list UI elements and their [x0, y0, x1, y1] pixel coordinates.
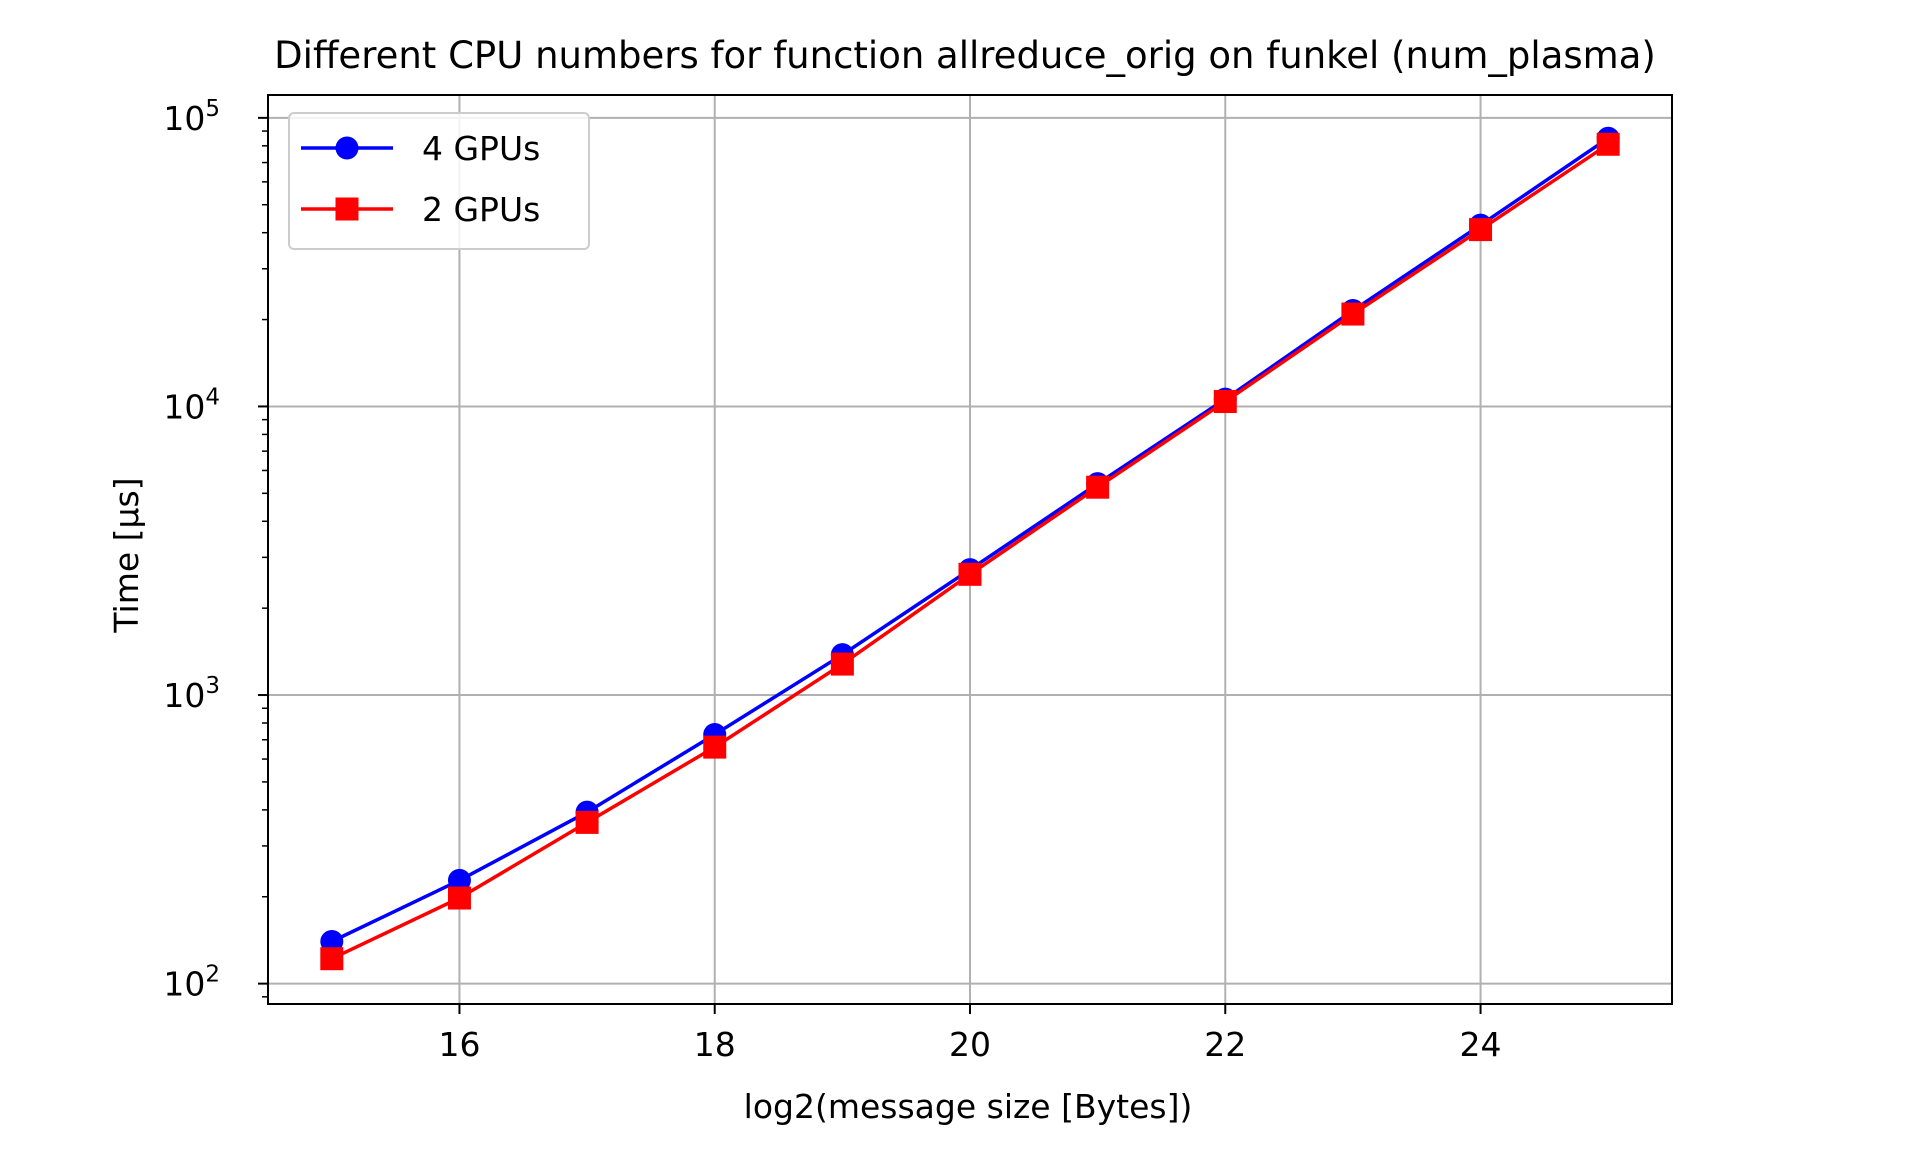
x-tick-label: 20 [949, 1025, 991, 1064]
data-point-marker [703, 735, 727, 759]
data-point-marker [1469, 218, 1493, 242]
y-tick-exponent: 4 [205, 384, 220, 410]
data-point-marker [320, 947, 344, 971]
data-point-marker [1086, 475, 1110, 499]
data-point-marker [1341, 302, 1365, 326]
x-axis-label: log2(message size [Bytes]) [744, 1087, 1193, 1126]
legend-label: 4 GPUs [422, 129, 540, 168]
series-layer [320, 126, 1620, 971]
data-point-marker [1213, 390, 1237, 414]
x-tick-label: 22 [1204, 1025, 1246, 1064]
y-tick-label: 104 [163, 384, 220, 426]
legend-label: 2 GPUs [422, 190, 540, 229]
legend-marker [335, 197, 359, 221]
legend-marker [335, 136, 359, 160]
y-axis-label: Time [µs] [107, 477, 146, 633]
data-point-marker [830, 652, 854, 676]
y-tick-exponent: 5 [205, 96, 220, 122]
y-tick-exponent: 2 [205, 962, 220, 988]
y-tick-exponent: 3 [205, 673, 220, 699]
data-point-marker [575, 810, 599, 834]
x-tick-label: 18 [694, 1025, 736, 1064]
x-tick-label: 16 [438, 1025, 480, 1064]
x-tick-label: 24 [1460, 1025, 1502, 1064]
data-point-marker [447, 886, 471, 910]
legend: 4 GPUs 2 GPUs [288, 112, 590, 250]
data-point-marker [447, 868, 471, 892]
chart-title: Different CPU numbers for function allre… [274, 34, 1656, 77]
y-tick-label: 102 [163, 962, 220, 1004]
data-point-marker [958, 562, 982, 586]
data-point-marker [1596, 132, 1620, 156]
series-2 [320, 132, 1620, 971]
